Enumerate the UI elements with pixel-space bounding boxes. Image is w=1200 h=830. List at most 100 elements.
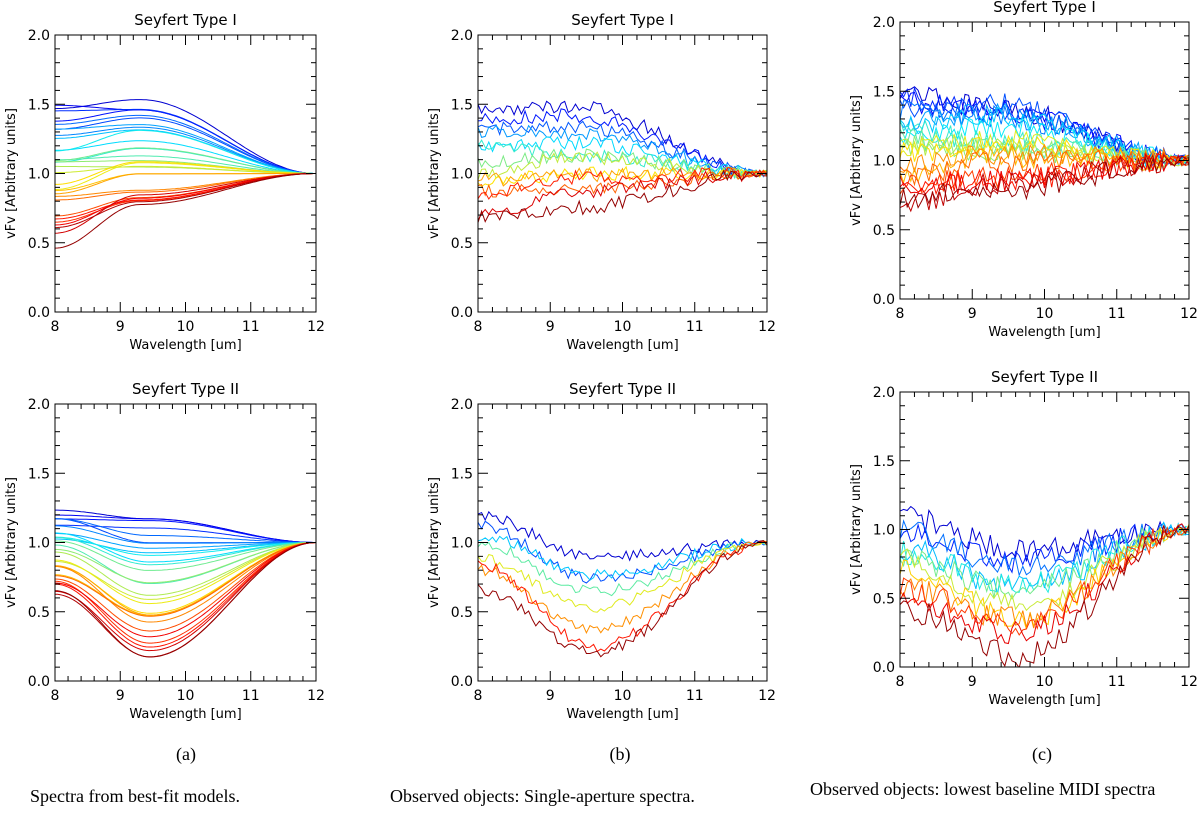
x-tick-label: 10	[177, 319, 195, 335]
series-line-26	[55, 542, 316, 648]
series-group	[478, 510, 767, 658]
plot-title: Seyfert Type II	[991, 368, 1098, 386]
plot-title: Seyfert Type I	[993, 0, 1096, 16]
panel-a-top: Seyfert Type I 8 9 10 11 12 0.0 0.5 1.0 1.5 2.0 Wav…	[4, 11, 325, 353]
series-line-6	[478, 540, 767, 634]
series-line-2	[478, 108, 767, 177]
series-line-14	[55, 147, 316, 174]
x-tick-label: 11	[242, 319, 260, 335]
plot-title: Seyfert Type I	[571, 11, 674, 29]
series-line-9	[900, 119, 1189, 172]
x-tick-label: 9	[116, 319, 125, 335]
x-tick-label: 12	[1180, 306, 1198, 322]
series-line-19	[900, 152, 1189, 196]
x-tick-label: 10	[1036, 306, 1054, 322]
series-line-15	[55, 542, 316, 584]
panel-c-top: Seyfert Type I 8 9 10 11 12 0.0 0.5 1.0 1.5 2.0 Wav…	[849, 0, 1198, 340]
panel-b-bottom: Seyfert Type II 8 9 10 11 12 0.0 0.5 1.0 1.5 2.0 Wa…	[427, 380, 776, 722]
series-line-25	[55, 542, 316, 644]
series-line-6	[900, 526, 1189, 600]
series-line-16	[55, 542, 316, 596]
series-line-21	[55, 173, 316, 195]
series-line-12	[900, 135, 1189, 171]
y-tick-label: 0.5	[28, 236, 50, 252]
y-tick-label: 1.0	[28, 167, 50, 183]
y-tick-label: 0.5	[451, 605, 473, 621]
x-tick-label: 10	[614, 688, 632, 704]
series-line-20	[900, 149, 1189, 196]
x-tick-label: 11	[686, 319, 704, 335]
series-line-12	[900, 525, 1189, 667]
x-tick-label: 9	[968, 674, 977, 690]
series-line-11	[900, 523, 1189, 645]
x-tick-label: 9	[116, 688, 125, 704]
series-line-30	[55, 173, 316, 249]
series-line-7	[55, 525, 316, 544]
x-tick-label: 9	[546, 319, 555, 335]
series-line-29	[55, 173, 316, 229]
y-tick-label: 1.0	[28, 536, 50, 552]
y-tick-label: 1.5	[451, 466, 473, 482]
series-line-11	[55, 129, 316, 174]
y-tick-label: 1.5	[28, 466, 50, 482]
series-group	[478, 100, 767, 223]
series-line-13	[55, 542, 316, 584]
series-line-4	[478, 124, 767, 178]
figure-plots: Seyfert Type I 8 9 10 11 12 0.0 0.5 1.0 1.5 2.0 Wav…	[4, 0, 1198, 722]
y-tick-label: 1.5	[873, 84, 895, 100]
x-tick-label: 12	[1180, 674, 1198, 690]
x-tick-label: 12	[307, 319, 325, 335]
x-tick-label: 8	[896, 674, 905, 690]
series-line-13	[55, 155, 316, 174]
series-line-8	[478, 540, 767, 658]
series-line-22	[55, 542, 316, 623]
caption-text-b: Observed objects: Single-aperture spectr…	[390, 786, 695, 806]
x-axis-label: Wavelength [um]	[566, 338, 678, 353]
y-tick-label: 0.5	[873, 591, 895, 607]
x-tick-label: 12	[758, 688, 776, 704]
series-line-7	[900, 106, 1189, 167]
y-tick-label: 1.0	[873, 154, 895, 170]
x-tick-label: 10	[1036, 674, 1054, 690]
series-line-10	[55, 140, 316, 174]
y-tick-label: 1.0	[873, 523, 895, 539]
caption-letter-c: (c)	[1032, 744, 1052, 764]
y-tick-label: 0.5	[873, 223, 895, 239]
caption-text-a: Spectra from best-fit models.	[30, 786, 240, 806]
x-tick-label: 8	[474, 319, 483, 335]
plot-title: Seyfert Type I	[134, 11, 237, 29]
x-axis-label: Wavelength [um]	[129, 338, 241, 353]
x-tick-label: 12	[307, 688, 325, 704]
x-axis-label: Wavelength [um]	[988, 325, 1100, 340]
x-tick-label: 11	[686, 688, 704, 704]
series-line-12	[55, 536, 316, 566]
y-axis-label: vFv [Arbitrary units]	[4, 477, 19, 608]
y-tick-label: 2.0	[28, 28, 50, 44]
x-tick-label: 8	[896, 306, 905, 322]
x-tick-label: 8	[51, 319, 60, 335]
series-group	[55, 99, 316, 249]
x-axis-label: Wavelength [um]	[129, 707, 241, 722]
y-tick-label: 0.0	[451, 305, 473, 321]
series-line-10	[900, 526, 1189, 636]
x-tick-label: 10	[177, 688, 195, 704]
y-axis-label: vFv [Arbitrary units]	[427, 108, 442, 239]
series-line-14	[478, 169, 767, 223]
series-line-1	[478, 510, 767, 562]
x-tick-label: 11	[242, 688, 260, 704]
y-tick-label: 2.0	[873, 15, 895, 31]
series-line-1	[55, 99, 316, 174]
series-line-8	[55, 124, 316, 174]
y-axis-label: vFv [Arbitrary units]	[427, 477, 442, 608]
x-tick-label: 9	[968, 306, 977, 322]
plot-title: Seyfert Type II	[132, 380, 239, 398]
x-tick-label: 8	[51, 688, 60, 704]
series-line-4	[55, 108, 316, 174]
series-line-19	[55, 161, 316, 185]
y-tick-label: 0.0	[28, 674, 50, 690]
series-line-3	[900, 519, 1189, 577]
series-line-6	[55, 518, 316, 543]
y-tick-label: 1.5	[451, 97, 473, 113]
x-tick-label: 12	[758, 319, 776, 335]
y-axis-label: vFv [Arbitrary units]	[849, 95, 864, 226]
